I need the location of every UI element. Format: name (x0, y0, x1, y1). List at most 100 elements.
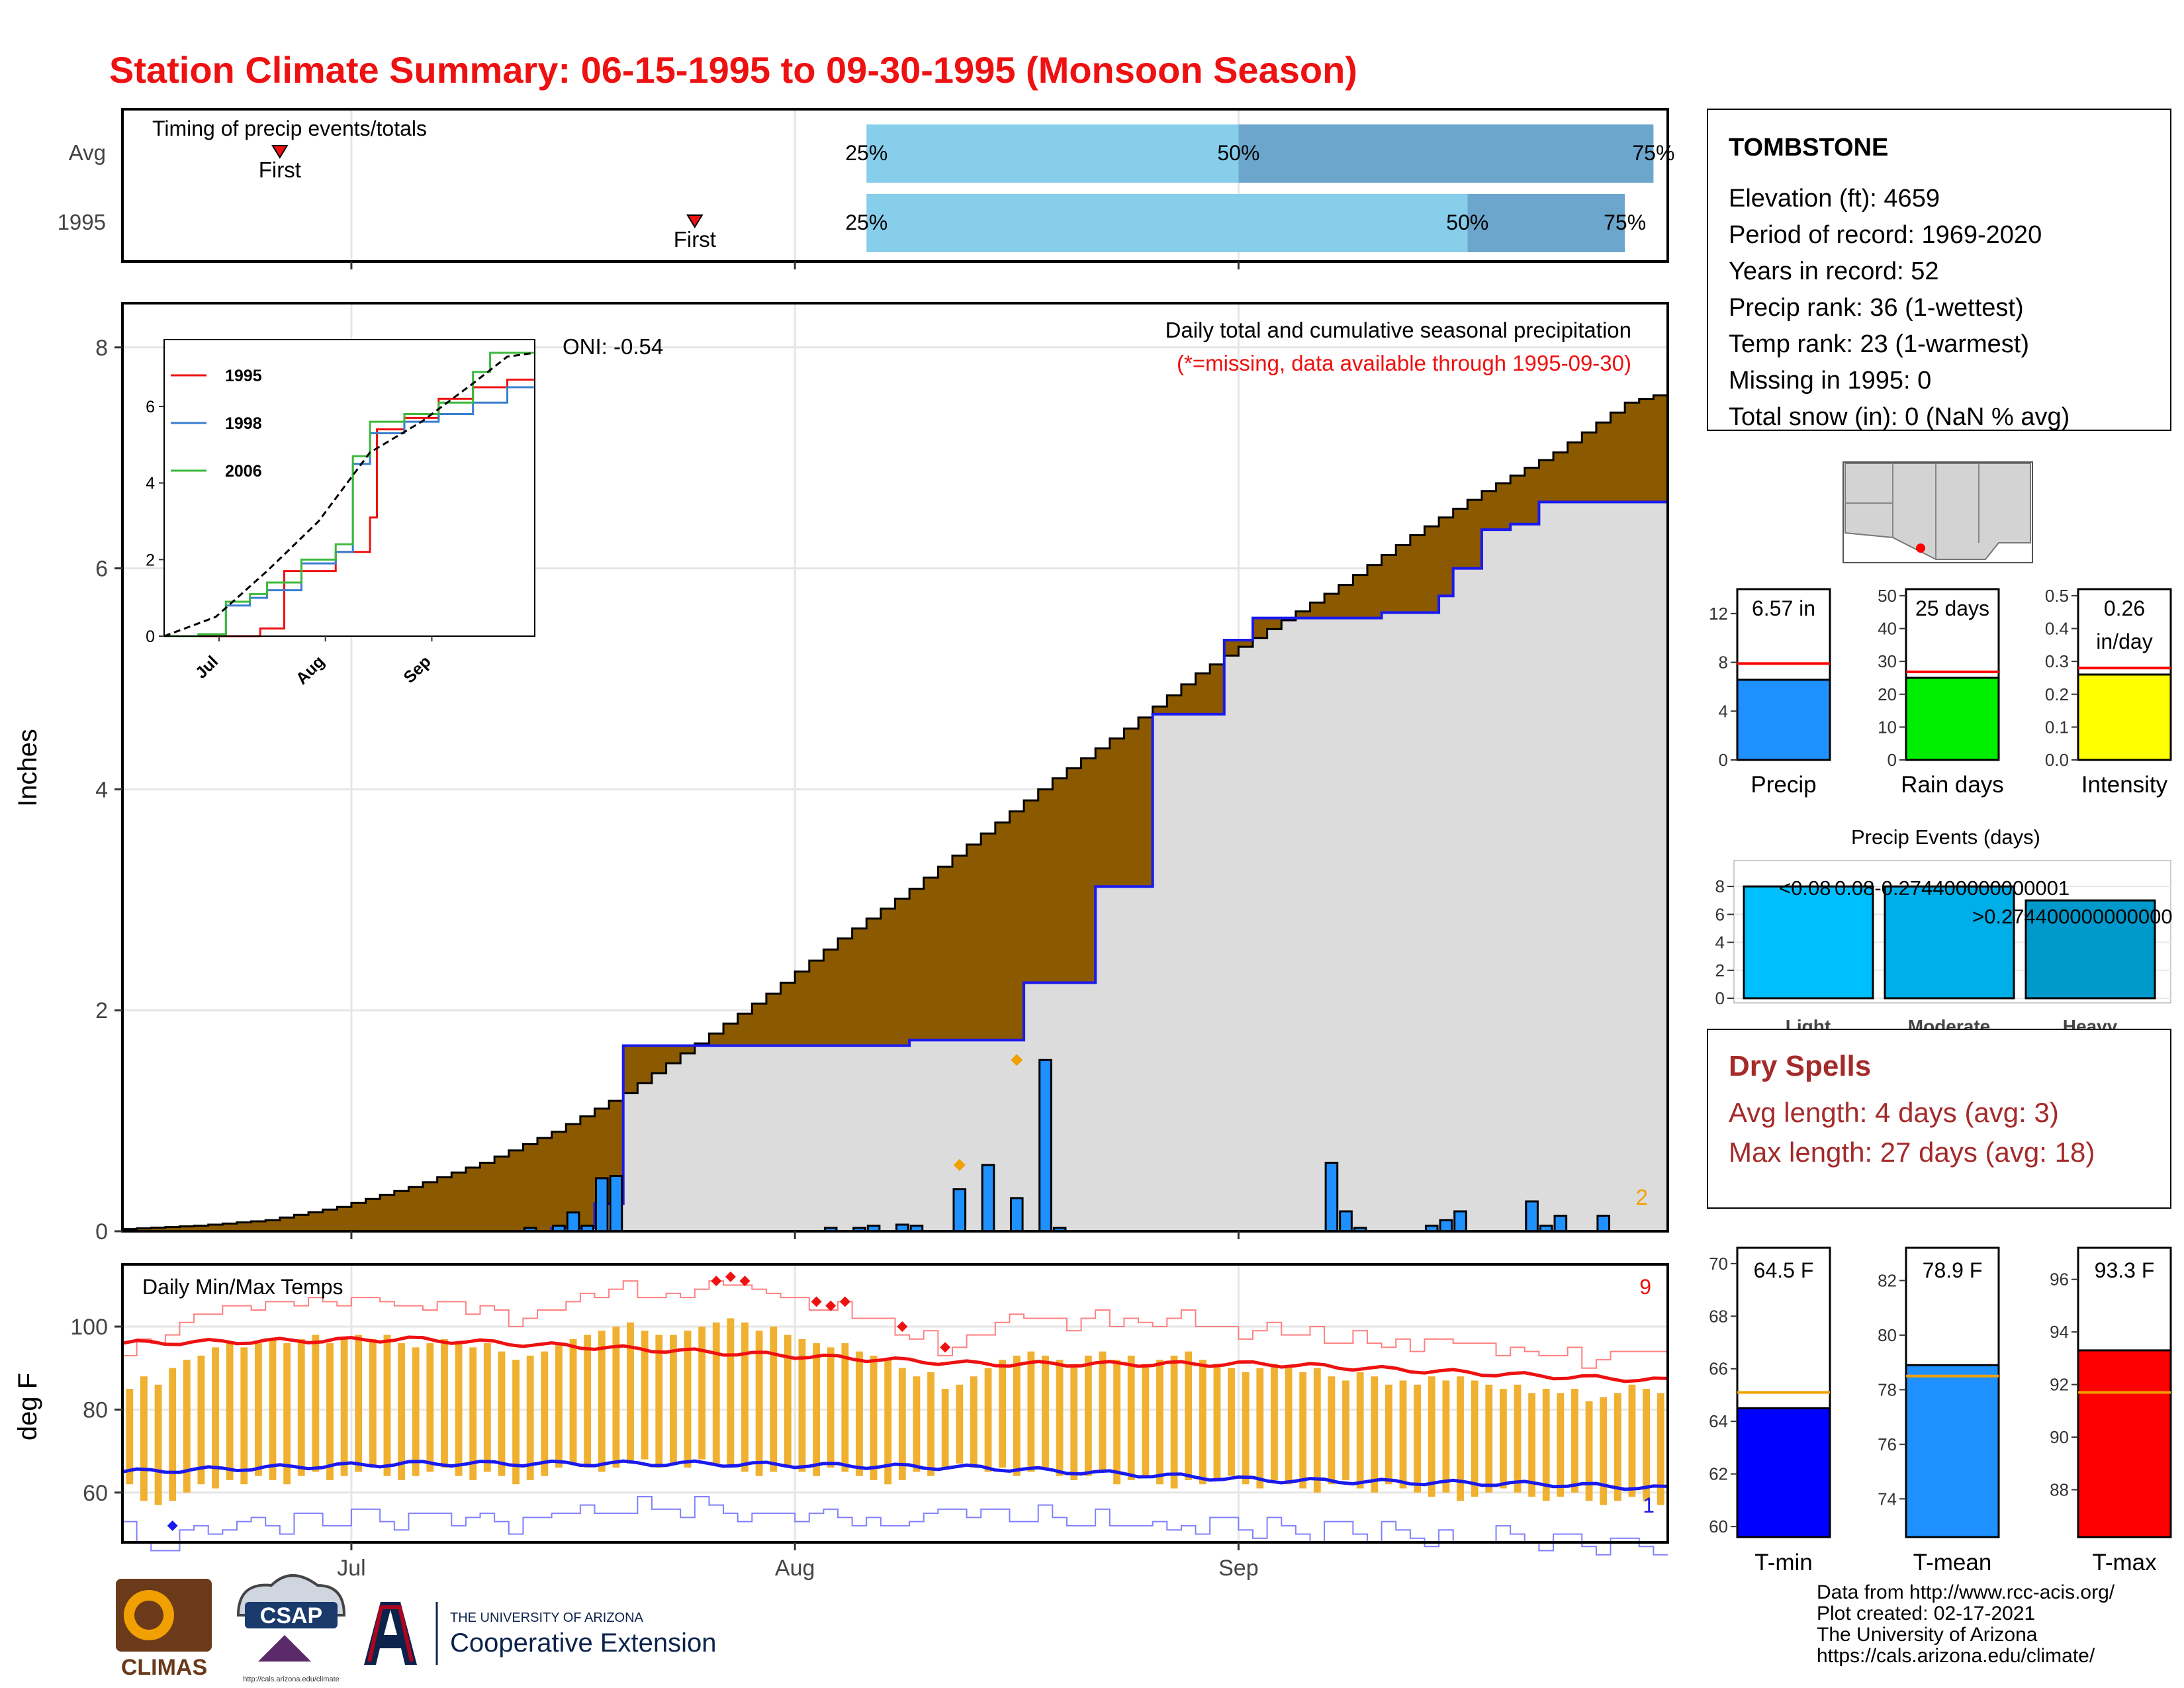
timing-bar-25-50-Avg (866, 124, 1239, 183)
credits: Data from http://www.rcc-acis.org/Plot c… (1817, 1581, 2115, 1667)
daily-temp-bar (340, 1338, 348, 1476)
summary-bars: 0 4 8 12 6.57 in Precip 0 10 20 30 40 50 25 days Rain… (1709, 586, 2172, 798)
xtick-label: Sep (1218, 1556, 1259, 1581)
precip-missing-note: (*=missing, data available through 1995-… (1177, 351, 1631, 375)
temp-bar-tmean (1905, 1364, 2000, 1538)
daily-precip-bar (1339, 1210, 1353, 1233)
record-high-marker (739, 1276, 751, 1287)
temp-tick-label: 70 (1709, 1254, 1728, 1274)
daily-temp-bar (1056, 1360, 1064, 1476)
daily-temp-bar (1042, 1355, 1049, 1468)
daily-temp-bar (1571, 1389, 1578, 1493)
main-ytick-label: 6 (95, 557, 108, 582)
temp-summary-bars: 60 62 64 66 68 70 64.5 F T-min 74 76 78 80 82 78.9 F T… (1709, 1246, 2172, 1575)
station-info-line: Temp rank: 23 (1-warmest) (1729, 330, 2029, 358)
daily-temp-bar (598, 1331, 606, 1472)
daily-temp-bar (1156, 1360, 1163, 1485)
daily-temp-bar (1113, 1360, 1121, 1485)
daily-temp-bar (1099, 1351, 1107, 1472)
daily-temp-bar (1342, 1380, 1349, 1480)
csap-logo-url: http://cals.arizona.edu/climate (243, 1675, 340, 1683)
precip-panel: Daily total and cumulative seasonal prec… (13, 302, 1669, 1244)
daily-temp-bar (1142, 1364, 1150, 1476)
temp-count-low: 1 (1643, 1493, 1655, 1517)
daily-temp-bar (154, 1384, 162, 1505)
timing-row-label-year: 1995 (58, 210, 106, 234)
avg-cumulative-line (122, 391, 1669, 1231)
summary-tick-label: 0 (1719, 750, 1728, 770)
daily-temp-bar (426, 1343, 434, 1472)
avg-tmax-line (122, 1335, 1668, 1383)
station-location-dot (1916, 543, 1925, 553)
climas-logo-text: CLIMAS (121, 1655, 207, 1680)
daily-temp-bar (1514, 1384, 1522, 1493)
daily-temp-bar (1528, 1393, 1536, 1497)
precip-corner-count: 2 (1636, 1185, 1648, 1209)
daily-temp-bar (641, 1331, 649, 1460)
daily-temp-bar (698, 1327, 706, 1460)
summary-tick-label: 30 (1878, 651, 1897, 671)
summary-tick-label: 0.3 (2045, 651, 2069, 671)
map-region (1844, 463, 2031, 560)
daily-temp-bar (1313, 1368, 1321, 1493)
daily-temp-bar (283, 1343, 291, 1485)
daily-temp-bar (441, 1338, 448, 1468)
temp-tick-label: 92 (2050, 1375, 2069, 1395)
daily-temp-bar (1399, 1380, 1407, 1489)
daily-temp-bar (956, 1384, 964, 1464)
location-map (1843, 461, 2033, 563)
daily-temp-bar (126, 1389, 134, 1485)
daily-temp-bar (455, 1343, 463, 1476)
main-ytick-label: 8 (95, 336, 108, 361)
record-precip-marker (953, 1158, 966, 1171)
daily-temp-bar (813, 1343, 820, 1476)
inset-ytick-label: 0 (146, 628, 155, 646)
inset-legend-label-1998: 1998 (225, 414, 262, 433)
daily-temp-bar (369, 1338, 377, 1468)
station-info-line: Elevation (ft): 4659 (1729, 185, 1940, 212)
summary-label-precip: Precip (1751, 772, 1816, 798)
daily-temp-bar (1385, 1384, 1392, 1485)
ua-logo: THE UNIVERSITY OF ARIZONA Cooperative Ex… (361, 1602, 716, 1668)
summary-value-rain_days: 25 days (1915, 596, 1989, 620)
summary-value-precip: 6.57 in (1752, 596, 1815, 620)
temp-tick-label: 78 (1878, 1380, 1897, 1399)
daily-temp-bar (1643, 1389, 1650, 1501)
daily-temp-bar (856, 1351, 863, 1476)
events-tick-label: 0 (1715, 988, 1725, 1008)
temp-tick-label: 96 (2050, 1270, 2069, 1289)
timing-p25-label: 25% (845, 141, 887, 165)
summary-tick-label: 12 (1709, 604, 1728, 624)
dry-spells-box: Dry Spells Avg length: 4 days (avg: 3) M… (1707, 1029, 2171, 1209)
daily-temp-bar (1228, 1368, 1235, 1476)
daily-temp-bar (383, 1335, 391, 1476)
summary-label-rain_days: Rain days (1901, 772, 2004, 798)
daily-precip-bar (609, 1175, 623, 1233)
record-high-envelope (122, 1280, 1668, 1369)
daily-temp-bar (197, 1355, 205, 1485)
daily-temp-bar (712, 1322, 720, 1464)
summary-tick-label: 20 (1878, 684, 1897, 704)
timing-bar-50-75-Avg (1238, 124, 1654, 183)
daily-temp-bar (226, 1343, 234, 1480)
daily-precip-bar (594, 1177, 609, 1233)
daily-temp-bar (1127, 1355, 1135, 1480)
record-high-marker (839, 1296, 850, 1307)
record-high-marker (940, 1342, 951, 1353)
daily-temp-bar (140, 1376, 148, 1501)
credit-line: https://cals.arizona.edu/climate/ (1817, 1645, 2095, 1667)
daily-temp-bar (1256, 1368, 1264, 1489)
summary-tick-label: 0 (1888, 750, 1897, 770)
daily-temp-bar (569, 1338, 577, 1464)
daily-temp-bar (827, 1347, 835, 1468)
ua-line1: THE UNIVERSITY OF ARIZONA (450, 1611, 644, 1625)
daily-temp-bar (1614, 1393, 1621, 1501)
daily-temp-bar (297, 1338, 305, 1476)
daily-temp-bar (469, 1347, 477, 1480)
timing-bar-25-50-1995 (866, 194, 1468, 252)
station-info-line: Missing in 1995: 0 (1729, 367, 1931, 395)
timing-first-marker (686, 214, 704, 228)
ua-line2: Cooperative Extension (450, 1628, 716, 1658)
temp-tick-label: 82 (1878, 1270, 1897, 1290)
inset-legend-label-1995: 1995 (225, 367, 262, 385)
